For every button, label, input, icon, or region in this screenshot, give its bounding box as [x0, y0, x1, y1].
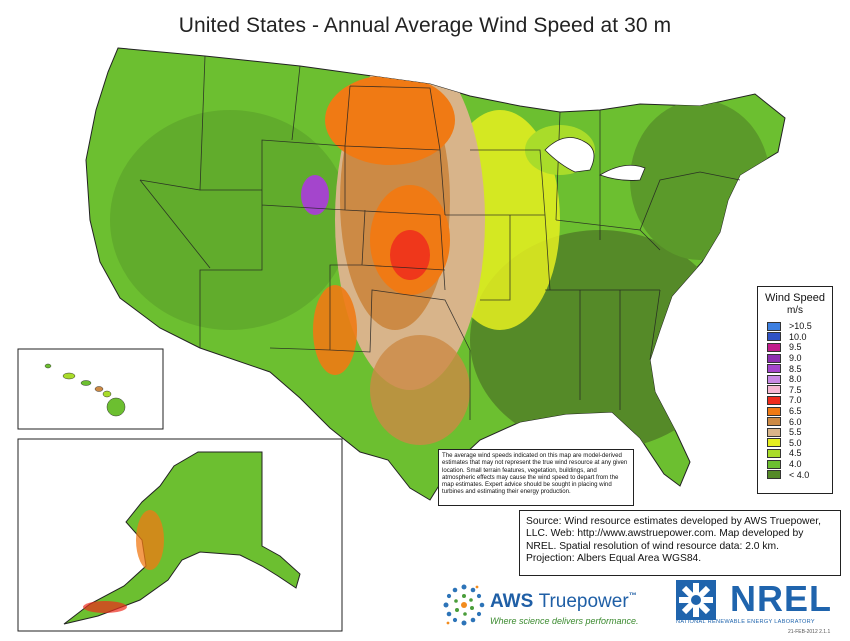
- contiguous-us-map: [85, 47, 786, 501]
- source-line-4: Projection: Albers Equal Area WGS84.: [526, 552, 702, 564]
- legend-label: 4.0: [789, 459, 802, 470]
- region-northeast: [630, 100, 770, 260]
- legend-item: 5.5: [758, 427, 832, 438]
- legend-swatch: [767, 321, 781, 331]
- legend-swatch: [767, 353, 781, 363]
- legend-swatch: [767, 364, 781, 374]
- legend-swatch: [767, 374, 781, 384]
- legend-swatch: [767, 438, 781, 448]
- legend-label: 10.0: [789, 331, 807, 342]
- region-plains-north: [325, 75, 455, 165]
- aws-dots-icon: [443, 584, 485, 626]
- nrel-subtitle: NATIONAL RENEWABLE ENERGY LABORATORY: [676, 619, 815, 625]
- legend-swatch: [767, 459, 781, 469]
- legend-label: 7.0: [789, 395, 802, 406]
- wind-speed-legend: Wind Speed m/s >10.5 10.0 9.5 9.0 8.5 8.0 7.5 7…: [757, 286, 833, 494]
- alaska-aleutian-wind: [83, 601, 127, 613]
- aws-tagline: Where science delivers performance.: [490, 616, 639, 626]
- legend-label: 6.5: [789, 406, 802, 417]
- source-line-1: Source: Wind resource estimates develope…: [526, 516, 821, 527]
- legend-item: 7.0: [758, 395, 832, 406]
- legend-item: 9.0: [758, 353, 832, 364]
- legend-label: 6.0: [789, 416, 802, 427]
- legend-swatch: [767, 406, 781, 416]
- source-line-3: NREL. Spatial resolution of wind resourc…: [526, 540, 779, 552]
- legend-item: 6.0: [758, 416, 832, 427]
- legend-swatch: [767, 417, 781, 427]
- legend-swatch: [767, 332, 781, 342]
- legend-item: >10.5: [758, 321, 832, 332]
- legend-units: m/s: [786, 305, 804, 316]
- region-new-mexico: [313, 285, 357, 375]
- map-title: United States - Annual Average Wind Spee…: [178, 14, 672, 37]
- hawaii-islands: [44, 363, 126, 417]
- legend-item: 7.5: [758, 385, 832, 396]
- source-box: Source: Wind resource estimates develope…: [519, 510, 841, 576]
- legend-item: < 4.0: [758, 469, 832, 480]
- legend-item: 4.5: [758, 448, 832, 459]
- version-stamp: 21-FEB-2012 2.1.1: [788, 629, 831, 635]
- legend-item: 8.0: [758, 374, 832, 385]
- legend-swatch: [767, 448, 781, 458]
- legend-label: 5.0: [789, 437, 802, 448]
- disclaimer-box: The average wind speeds indicated on thi…: [438, 449, 634, 506]
- region-mountain-west: [110, 110, 350, 330]
- source-line-2: LLC. Web: http://www.awstruepower.com. M…: [526, 528, 804, 540]
- aws-truepower-logo: AWS Truepower™ Where science delivers pe…: [442, 583, 662, 627]
- legend-label: >10.5: [789, 321, 812, 332]
- legend-swatch: [767, 342, 781, 352]
- legend-item: 9.5: [758, 342, 832, 353]
- aws-name: AWS Truepower™: [490, 591, 637, 612]
- legend-item: 4.0: [758, 459, 832, 470]
- legend-label: 5.5: [789, 427, 802, 438]
- legend-item: 5.0: [758, 438, 832, 449]
- legend-swatch: [767, 385, 781, 395]
- legend-item: 10.0: [758, 332, 832, 343]
- state-borders: [139, 55, 741, 420]
- legend-item: 6.5: [758, 406, 832, 417]
- legend-label: 9.0: [789, 353, 802, 364]
- nrel-logo: NREL NATIONAL RENEWABLE ENERGY LABORATOR…: [672, 578, 837, 630]
- legend-swatch: [767, 427, 781, 437]
- legend-label: 8.5: [789, 363, 802, 374]
- region-high-wind-core: [390, 230, 430, 280]
- hawaii-inset-frame: [17, 348, 164, 430]
- region-wyoming-peak: [301, 175, 329, 215]
- legend-label: < 4.0: [789, 469, 810, 480]
- nrel-name: NREL: [730, 578, 832, 619]
- region-texas: [370, 335, 470, 445]
- legend-swatch: [767, 395, 781, 405]
- legend-label: 4.5: [789, 448, 802, 459]
- legend-rows: >10.5 10.0 9.5 9.0 8.5 8.0 7.5 7.0 6.5 6.0 5.5 5.0 4…: [758, 321, 832, 480]
- legend-swatch: [767, 470, 781, 480]
- alaska-high-wind-coast: [136, 510, 164, 570]
- legend-label: 8.0: [789, 374, 802, 385]
- legend-item: 8.5: [758, 363, 832, 374]
- alaska-land: [63, 451, 301, 625]
- nrel-emblem-icon: [676, 580, 716, 620]
- great-lakes: [544, 137, 646, 181]
- legend-label: 9.5: [789, 342, 802, 353]
- legend-label: 7.5: [789, 384, 802, 395]
- legend-title: Wind Speed: [765, 292, 825, 304]
